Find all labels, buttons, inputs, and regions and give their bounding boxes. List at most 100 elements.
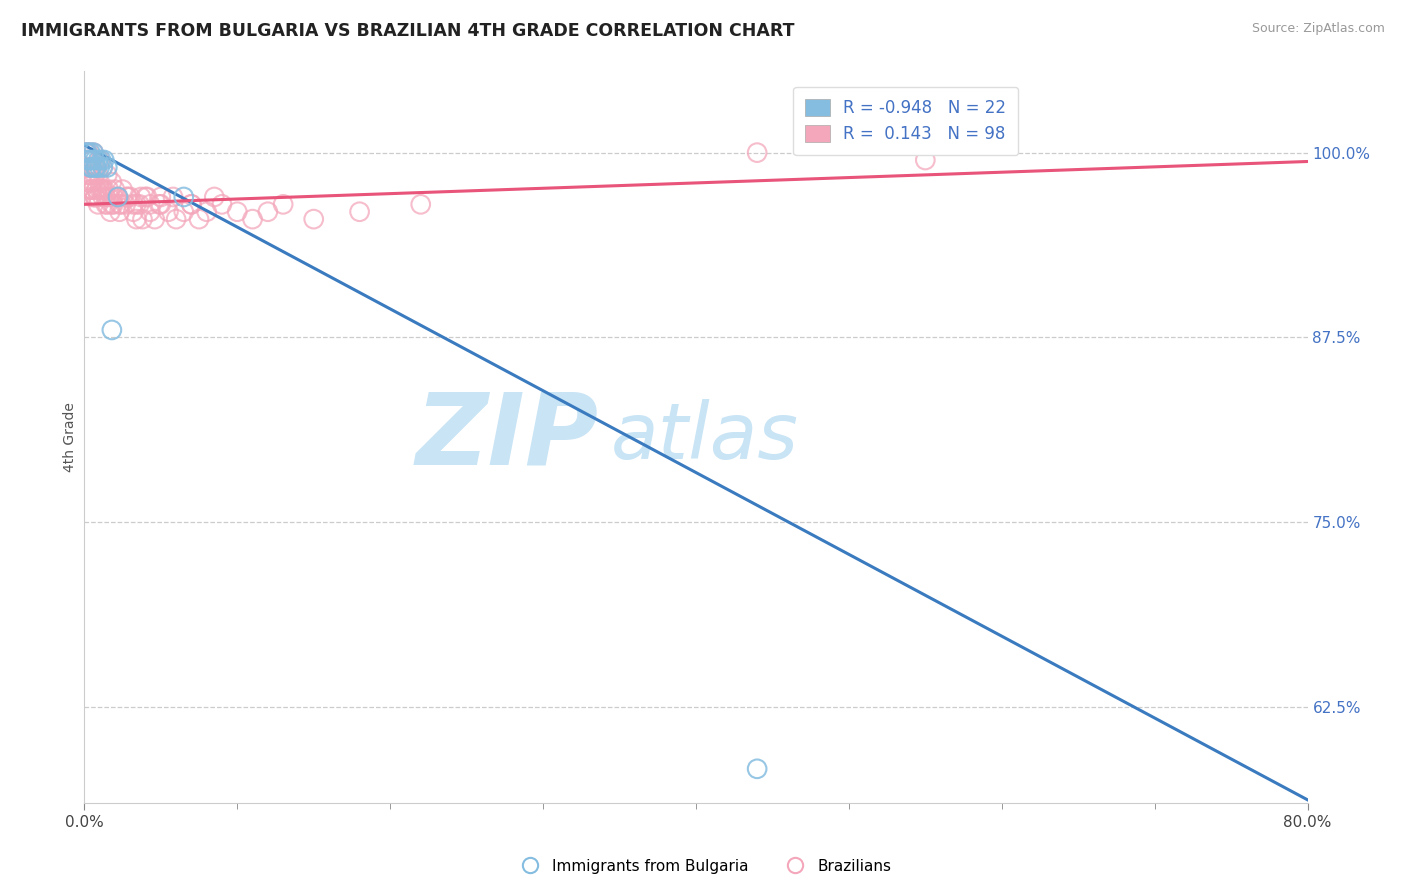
Point bbox=[149, 197, 172, 211]
Point bbox=[83, 175, 105, 189]
Point bbox=[84, 168, 107, 182]
Point bbox=[202, 190, 225, 204]
Point bbox=[101, 175, 124, 189]
Point bbox=[302, 212, 325, 227]
Point bbox=[97, 190, 120, 204]
Point bbox=[75, 145, 97, 160]
Point bbox=[76, 161, 98, 175]
Point bbox=[180, 197, 202, 211]
Point bbox=[76, 175, 98, 189]
Point bbox=[75, 168, 97, 182]
Point bbox=[122, 204, 145, 219]
Point bbox=[165, 212, 187, 227]
Point bbox=[349, 204, 371, 219]
Text: atlas: atlas bbox=[610, 399, 799, 475]
Point bbox=[96, 161, 118, 175]
Point bbox=[80, 190, 103, 204]
Point bbox=[114, 197, 136, 211]
Point bbox=[120, 190, 142, 204]
Point bbox=[89, 161, 111, 175]
Point bbox=[108, 197, 131, 211]
Point bbox=[136, 190, 159, 204]
Point bbox=[77, 145, 100, 160]
Point bbox=[409, 197, 432, 211]
Point bbox=[91, 190, 114, 204]
Text: ZIP: ZIP bbox=[415, 389, 598, 485]
Point bbox=[94, 197, 117, 211]
Point bbox=[103, 190, 125, 204]
Point bbox=[77, 168, 100, 182]
Point bbox=[80, 183, 103, 197]
Point bbox=[89, 183, 111, 197]
Point bbox=[91, 183, 114, 197]
Point bbox=[188, 212, 211, 227]
Point bbox=[125, 212, 148, 227]
Text: Source: ZipAtlas.com: Source: ZipAtlas.com bbox=[1251, 22, 1385, 36]
Point bbox=[80, 161, 103, 175]
Point bbox=[76, 145, 98, 160]
Point bbox=[104, 183, 127, 197]
Point bbox=[125, 197, 148, 211]
Point bbox=[89, 153, 111, 167]
Point bbox=[79, 168, 101, 182]
Point bbox=[84, 153, 107, 167]
Point bbox=[226, 204, 249, 219]
Point bbox=[93, 153, 115, 167]
Y-axis label: 4th Grade: 4th Grade bbox=[63, 402, 77, 472]
Point bbox=[86, 161, 108, 175]
Point bbox=[139, 197, 162, 211]
Point bbox=[162, 190, 184, 204]
Point bbox=[173, 190, 195, 204]
Point bbox=[98, 204, 121, 219]
Point bbox=[195, 204, 218, 219]
Point bbox=[131, 212, 153, 227]
Point bbox=[173, 204, 195, 219]
Point bbox=[80, 153, 103, 167]
Point bbox=[84, 190, 107, 204]
Point bbox=[86, 161, 108, 175]
Point bbox=[87, 153, 110, 167]
Point bbox=[111, 183, 134, 197]
Point bbox=[84, 190, 107, 204]
Point bbox=[87, 168, 110, 182]
Point bbox=[76, 145, 98, 160]
Point bbox=[91, 161, 114, 175]
Point bbox=[747, 145, 769, 160]
Point bbox=[135, 190, 157, 204]
Point bbox=[80, 183, 103, 197]
Point bbox=[105, 190, 128, 204]
Legend: Immigrants from Bulgaria, Brazilians: Immigrants from Bulgaria, Brazilians bbox=[508, 853, 898, 880]
Point bbox=[75, 153, 97, 167]
Point bbox=[747, 762, 769, 776]
Point bbox=[76, 161, 98, 175]
Point bbox=[77, 183, 100, 197]
Point bbox=[86, 183, 108, 197]
Point bbox=[83, 145, 105, 160]
Point bbox=[79, 161, 101, 175]
Point bbox=[149, 190, 172, 204]
Point bbox=[128, 197, 150, 211]
Point bbox=[91, 183, 114, 197]
Point bbox=[107, 190, 129, 204]
Point bbox=[80, 175, 103, 189]
Point bbox=[148, 197, 170, 211]
Point bbox=[79, 145, 101, 160]
Point bbox=[79, 183, 101, 197]
Point bbox=[914, 153, 936, 167]
Point bbox=[96, 168, 118, 182]
Legend: R = -0.948   N = 22, R =  0.143   N = 98: R = -0.948 N = 22, R = 0.143 N = 98 bbox=[793, 87, 1018, 155]
Point bbox=[180, 197, 202, 211]
Point bbox=[89, 175, 111, 189]
Point bbox=[91, 161, 114, 175]
Point bbox=[96, 197, 118, 211]
Text: IMMIGRANTS FROM BULGARIA VS BRAZILIAN 4TH GRADE CORRELATION CHART: IMMIGRANTS FROM BULGARIA VS BRAZILIAN 4T… bbox=[21, 22, 794, 40]
Point bbox=[87, 197, 110, 211]
Point bbox=[77, 175, 100, 189]
Point bbox=[97, 183, 120, 197]
Point bbox=[101, 197, 124, 211]
Point bbox=[77, 153, 100, 167]
Point bbox=[107, 190, 129, 204]
Point bbox=[271, 197, 294, 211]
Point bbox=[257, 204, 280, 219]
Point bbox=[93, 183, 115, 197]
